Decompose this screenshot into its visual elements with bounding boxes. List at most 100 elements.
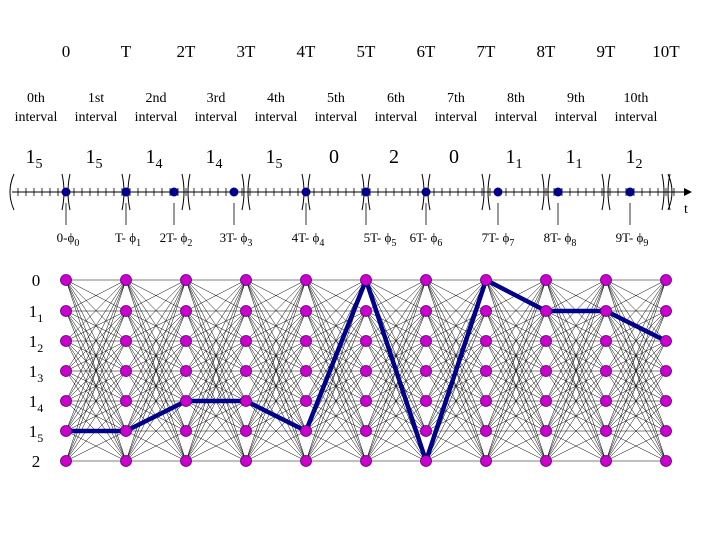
interval-bracket-close <box>481 173 485 211</box>
state-label: 0 <box>32 271 41 290</box>
trellis-edge <box>545 279 607 402</box>
trellis-edge <box>185 310 247 342</box>
trellis-node <box>240 335 252 347</box>
axis-left-bracket <box>9 173 15 211</box>
time-label: 6T <box>417 42 437 61</box>
interval-ordinal: 5th <box>327 91 345 106</box>
sample-point <box>301 187 311 197</box>
trellis-edge <box>365 310 427 342</box>
trellis-node <box>360 335 372 347</box>
time-label: 8T <box>537 42 557 61</box>
trellis-edge <box>65 279 127 312</box>
trellis-node <box>120 455 132 467</box>
trellis-edge <box>125 279 187 372</box>
trellis-edge <box>245 279 307 342</box>
trellis-edge <box>305 279 367 372</box>
state-label: 11 <box>29 302 44 325</box>
trellis-node <box>360 425 372 437</box>
trellis-edge <box>185 279 247 342</box>
trellis-edge <box>485 430 547 462</box>
interval-symbol: 14 <box>146 146 163 172</box>
trellis-node <box>480 425 492 437</box>
trellis-edge <box>185 279 247 402</box>
interval-symbol: 15 <box>266 146 283 172</box>
trellis-node <box>120 305 132 317</box>
trellis-edge <box>425 279 487 372</box>
trellis-edge <box>125 279 187 402</box>
interval-word: interval <box>195 110 238 125</box>
trellis-edge <box>485 400 547 462</box>
sample-time-label: 0-ϕ0 <box>57 230 80 249</box>
trellis-node <box>240 274 252 286</box>
interval-ordinal: 4th <box>267 91 285 106</box>
trellis-edge <box>185 279 247 312</box>
sample-point <box>229 187 239 197</box>
trellis-edge <box>125 279 187 342</box>
trellis-node <box>600 365 612 377</box>
trellis-edge <box>605 279 667 462</box>
trellis-node <box>180 425 192 437</box>
interval-word: interval <box>375 110 418 125</box>
trellis-node <box>420 395 432 407</box>
trellis-node <box>360 365 372 377</box>
trellis-node <box>180 395 192 407</box>
sample-time-label: 4T- ϕ4 <box>292 230 325 249</box>
trellis-edge <box>125 430 187 462</box>
sample-time-label: 5T- ϕ5 <box>364 230 397 249</box>
trellis-edge <box>485 279 547 372</box>
interval-bracket-open <box>247 173 251 211</box>
interval-word: interval <box>135 110 178 125</box>
trellis-edge <box>185 279 247 372</box>
trellis-node <box>60 274 72 286</box>
trellis-edge <box>65 430 127 462</box>
trellis-node <box>120 365 132 377</box>
trellis-node <box>300 305 312 317</box>
interval-word: interval <box>615 110 658 125</box>
trellis-edge <box>605 400 667 462</box>
trellis-node <box>540 455 552 467</box>
trellis-edge <box>365 279 427 372</box>
interval-symbol: 2 <box>389 146 399 168</box>
interval-bracket-close <box>661 173 665 211</box>
sample-point <box>61 187 71 197</box>
interval-symbol: 15 <box>26 146 43 172</box>
interval-ordinal: 7th <box>447 91 465 106</box>
trellis-node <box>300 335 312 347</box>
interval-bracket-open <box>487 173 491 211</box>
trellis-edge <box>605 430 667 462</box>
time-label: 0 <box>62 42 71 61</box>
sample-time-label: 9T- ϕ9 <box>616 230 649 249</box>
trellis-edge <box>485 310 547 462</box>
time-label: 9T <box>597 42 617 61</box>
trellis-node <box>300 274 312 286</box>
trellis-node <box>120 335 132 347</box>
trellis-node <box>660 305 672 317</box>
sample-point <box>169 187 179 197</box>
interval-word: interval <box>315 110 358 125</box>
trellis-node <box>120 274 132 286</box>
time-label: T <box>121 42 132 61</box>
trellis-edge <box>185 279 247 432</box>
trellis-edge <box>245 340 307 462</box>
trellis-node <box>420 274 432 286</box>
trellis-node <box>60 305 72 317</box>
interval-ordinal: 2nd <box>146 91 167 106</box>
trellis-node <box>600 395 612 407</box>
trellis-node <box>660 425 672 437</box>
trellis-edge <box>365 370 427 462</box>
trellis-node <box>600 425 612 437</box>
trellis-edge <box>425 400 487 462</box>
sample-time-label: 2T- ϕ2 <box>160 230 193 249</box>
trellis-edge <box>65 310 127 462</box>
trellis-node <box>660 395 672 407</box>
trellis-node <box>180 335 192 347</box>
trellis-node <box>420 365 432 377</box>
trellis-edge <box>305 400 367 462</box>
trellis-node <box>300 365 312 377</box>
trellis-edge <box>245 279 307 462</box>
trellis-edge <box>65 370 127 462</box>
trellis-edge <box>65 279 127 402</box>
state-labels: 0 11 12 13 14 15 2 <box>29 271 44 471</box>
trellis-node <box>420 455 432 467</box>
